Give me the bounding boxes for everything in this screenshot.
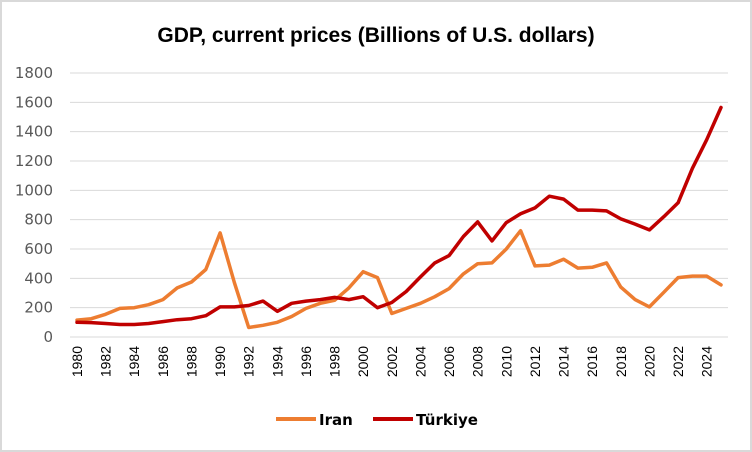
series-line-iran bbox=[75, 228, 723, 330]
x-tick-label: 2006 bbox=[441, 346, 457, 377]
y-tick-label: 200 bbox=[24, 299, 53, 317]
x-tick-label: 2014 bbox=[556, 346, 572, 377]
x-tick-label: 2018 bbox=[613, 346, 629, 377]
x-tick-label: 1984 bbox=[126, 346, 142, 377]
legend-label-turkiye: Türkiye bbox=[416, 411, 478, 429]
y-tick-label: 600 bbox=[24, 240, 53, 258]
x-tick-label: 2024 bbox=[699, 346, 715, 377]
x-tick-label: 1990 bbox=[212, 346, 228, 377]
y-axis-ticks: 0 200 400 600 800 1000 1200 1400 1600 1800 bbox=[15, 64, 53, 346]
x-tick-label: 2020 bbox=[641, 346, 657, 377]
y-tick-label: 1600 bbox=[15, 93, 53, 111]
y-tick-label: 1200 bbox=[15, 152, 53, 170]
legend: Iran Türkiye bbox=[276, 411, 478, 429]
x-tick-label: 2012 bbox=[527, 346, 543, 377]
y-tick-label: 0 bbox=[43, 328, 53, 346]
x-tick-label: 2016 bbox=[584, 346, 600, 377]
x-tick-label: 2002 bbox=[384, 346, 400, 377]
x-tick-label: 1988 bbox=[183, 346, 199, 377]
x-tick-label: 2008 bbox=[470, 346, 486, 377]
x-tick-label: 2022 bbox=[670, 346, 686, 377]
x-tick-label: 1982 bbox=[98, 346, 114, 377]
y-tick-label: 800 bbox=[24, 211, 53, 229]
y-tick-label: 1400 bbox=[15, 123, 53, 141]
legend-label-iran: Iran bbox=[319, 411, 353, 429]
x-tick-label: 1998 bbox=[327, 346, 343, 377]
x-tick-label: 2000 bbox=[355, 346, 371, 377]
x-tick-label: 1994 bbox=[269, 346, 285, 377]
gridlines bbox=[70, 72, 728, 338]
x-tick-label: 2010 bbox=[498, 346, 514, 377]
x-tick-label: 1980 bbox=[69, 346, 85, 377]
series-line-trkiye bbox=[75, 105, 723, 327]
chart-title: GDP, current prices (Billions of U.S. do… bbox=[157, 24, 594, 47]
x-tick-label: 1992 bbox=[241, 346, 257, 377]
x-tick-label: 2004 bbox=[412, 346, 428, 377]
y-tick-label: 1000 bbox=[15, 181, 53, 199]
x-axis-ticks: 1980 1982 1984 1986 1988 1990 1992 1994 1996 1998… bbox=[69, 346, 715, 377]
y-tick-label: 1800 bbox=[15, 64, 53, 82]
series-lines bbox=[75, 105, 723, 330]
x-tick-label: 1996 bbox=[298, 346, 314, 377]
y-tick-label: 400 bbox=[24, 269, 53, 287]
x-tick-label: 1986 bbox=[155, 346, 171, 377]
